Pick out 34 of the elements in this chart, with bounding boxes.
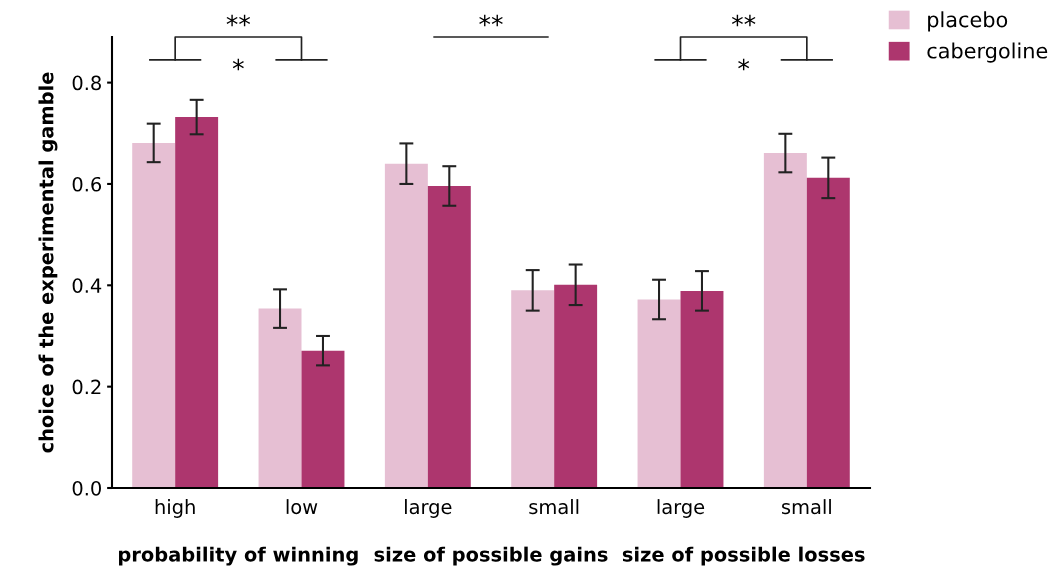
bar: [132, 142, 176, 488]
bar: [806, 177, 850, 488]
text: **: [731, 14, 756, 27]
y-tick-label: 0.2: [72, 379, 101, 395]
bar: [427, 185, 471, 488]
x-tick-label: small: [529, 499, 579, 515]
bar: [637, 299, 681, 488]
x-tick-label: large: [657, 499, 705, 518]
legend-label: placebo: [928, 11, 1008, 32]
x-tick-label: low: [286, 499, 318, 515]
y-tick-label: 0.0: [72, 480, 101, 496]
legend-label: cabergoline: [927, 42, 1048, 63]
bar: [554, 284, 598, 488]
annotation: *: [738, 58, 750, 71]
y-tick-label: 0.8: [72, 75, 101, 91]
text: size of possible gains: [374, 546, 608, 566]
x-tick-label: high: [155, 499, 195, 518]
bar: [763, 153, 807, 488]
x-tick-label: large: [405, 499, 452, 518]
bar: [384, 163, 428, 488]
text: **: [226, 14, 251, 27]
text: size of possible losses: [622, 546, 865, 566]
bar: [175, 117, 219, 488]
bar: [258, 308, 302, 488]
y-axis-title: choice of the experimental gamble: [38, 72, 58, 453]
y-tick-label: 0.6: [72, 176, 102, 192]
bar: [301, 350, 345, 488]
bar: [680, 290, 724, 488]
text: probability of winning: [119, 546, 358, 566]
bar: [511, 290, 555, 488]
annotation: *: [232, 58, 244, 71]
y-tick-label: 0.4: [72, 278, 102, 293]
x-tick-label: small: [781, 499, 831, 515]
text: **: [479, 14, 503, 27]
